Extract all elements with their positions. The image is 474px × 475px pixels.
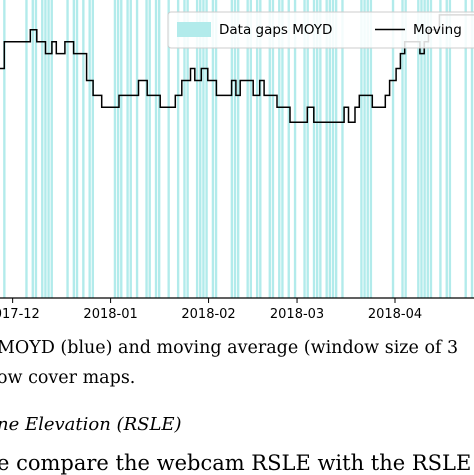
data-gap-band [420,0,423,298]
data-gap-band [360,0,363,298]
legend-box [167,11,474,49]
figure-caption-line-1: MOYD (blue) and moving average (window s… [0,338,459,358]
data-gap-band [319,0,322,298]
data-gap-band [448,0,452,298]
data-gap-band [255,0,259,298]
data-gap-band [341,0,344,298]
data-gap-bands [3,0,474,298]
data-gap-band [303,0,306,298]
x-tick-label-3: 2018-03 [270,307,324,322]
data-gap-band [183,0,186,298]
data-gap-band [135,0,139,298]
data-gap-band [129,0,132,298]
data-gap-band [328,0,332,298]
data-gap-band [423,0,426,298]
data-gap-band [34,0,38,298]
data-gap-band [404,0,407,298]
data-gap-band [145,0,148,298]
data-gap-band [268,0,271,298]
data-gap-band [47,0,50,298]
data-gap-band [369,0,373,298]
data-gap-band [334,0,338,298]
series-moving-line [0,14,474,123]
data-gap-band [312,0,316,298]
data-gap-band [148,0,151,298]
data-gap-band [202,0,205,298]
legend: Data gaps MOYD Moving [167,11,474,49]
data-gap-band [82,0,85,298]
x-tick-label-2: 2018-02 [181,307,235,322]
data-gap-band [41,0,44,298]
data-gap-band [259,0,262,298]
data-gap-band [44,0,47,298]
data-gap-band [154,0,158,298]
data-gap-band [249,0,253,298]
data-gap-band [246,0,249,298]
data-gap-band [50,0,53,298]
section-heading: ne Elevation (RSLE) [0,414,182,435]
data-gap-band [88,0,91,298]
data-gap-band [3,0,6,298]
data-gap-band [278,0,281,298]
data-gap-band [470,0,474,298]
data-gap-band [214,0,218,298]
data-gap-band [331,0,335,298]
data-gap-band [126,0,129,298]
data-gap-band [158,0,161,298]
data-gap-band [233,0,237,298]
data-gap-band [167,0,170,298]
legend-swatch-data-gaps [177,22,211,37]
data-gap-band [439,0,442,298]
data-gap-band [306,0,309,298]
legend-label-moving: Moving [413,22,462,38]
data-gap-band [287,0,290,298]
data-gap-band [391,0,395,298]
data-gap-band [401,0,404,298]
data-gap-band [293,0,297,298]
data-gap-band [366,0,369,298]
data-gap-band [230,0,234,298]
data-gap-band [429,0,433,298]
x-tick-label-4: 2018-04 [368,307,422,322]
x-axis-ticks: 2017-12 2018-01 2018-02 2018-03 2018-04 [0,298,422,322]
data-gap-band [199,0,202,298]
data-gap-band [186,0,189,298]
data-gap-band [271,0,275,298]
data-gap-band [25,0,28,298]
x-tick-label-0: 2017-12 [0,307,40,322]
data-gap-band [445,0,448,298]
data-gap-band [91,0,95,298]
data-gap-band [211,0,215,298]
data-gap-band [75,0,79,298]
data-gap-band [113,0,117,298]
data-gap-band [176,0,180,298]
data-gap-band [72,0,76,298]
data-gap-band [31,0,34,298]
data-gap-band [116,0,120,298]
data-gap-band [426,0,429,298]
data-gap-band [120,0,123,298]
figure-caption-line-2: ow cover maps. [0,368,136,388]
body-text-line-1: e compare the webcam RSLE with the RSLE [0,451,472,475]
data-gap-band [237,0,240,298]
data-gap-band [316,0,319,298]
data-gap-band [417,0,420,298]
legend-label-data-gaps: Data gaps MOYD [219,22,332,38]
data-gap-band [195,0,199,298]
x-tick-label-1: 2018-01 [83,307,137,322]
data-gap-band [205,0,208,298]
data-gap-band [66,0,69,298]
data-gap-band [363,0,366,298]
data-gap-band [325,0,328,298]
data-gap-band [464,0,467,298]
data-gap-band [281,0,284,298]
